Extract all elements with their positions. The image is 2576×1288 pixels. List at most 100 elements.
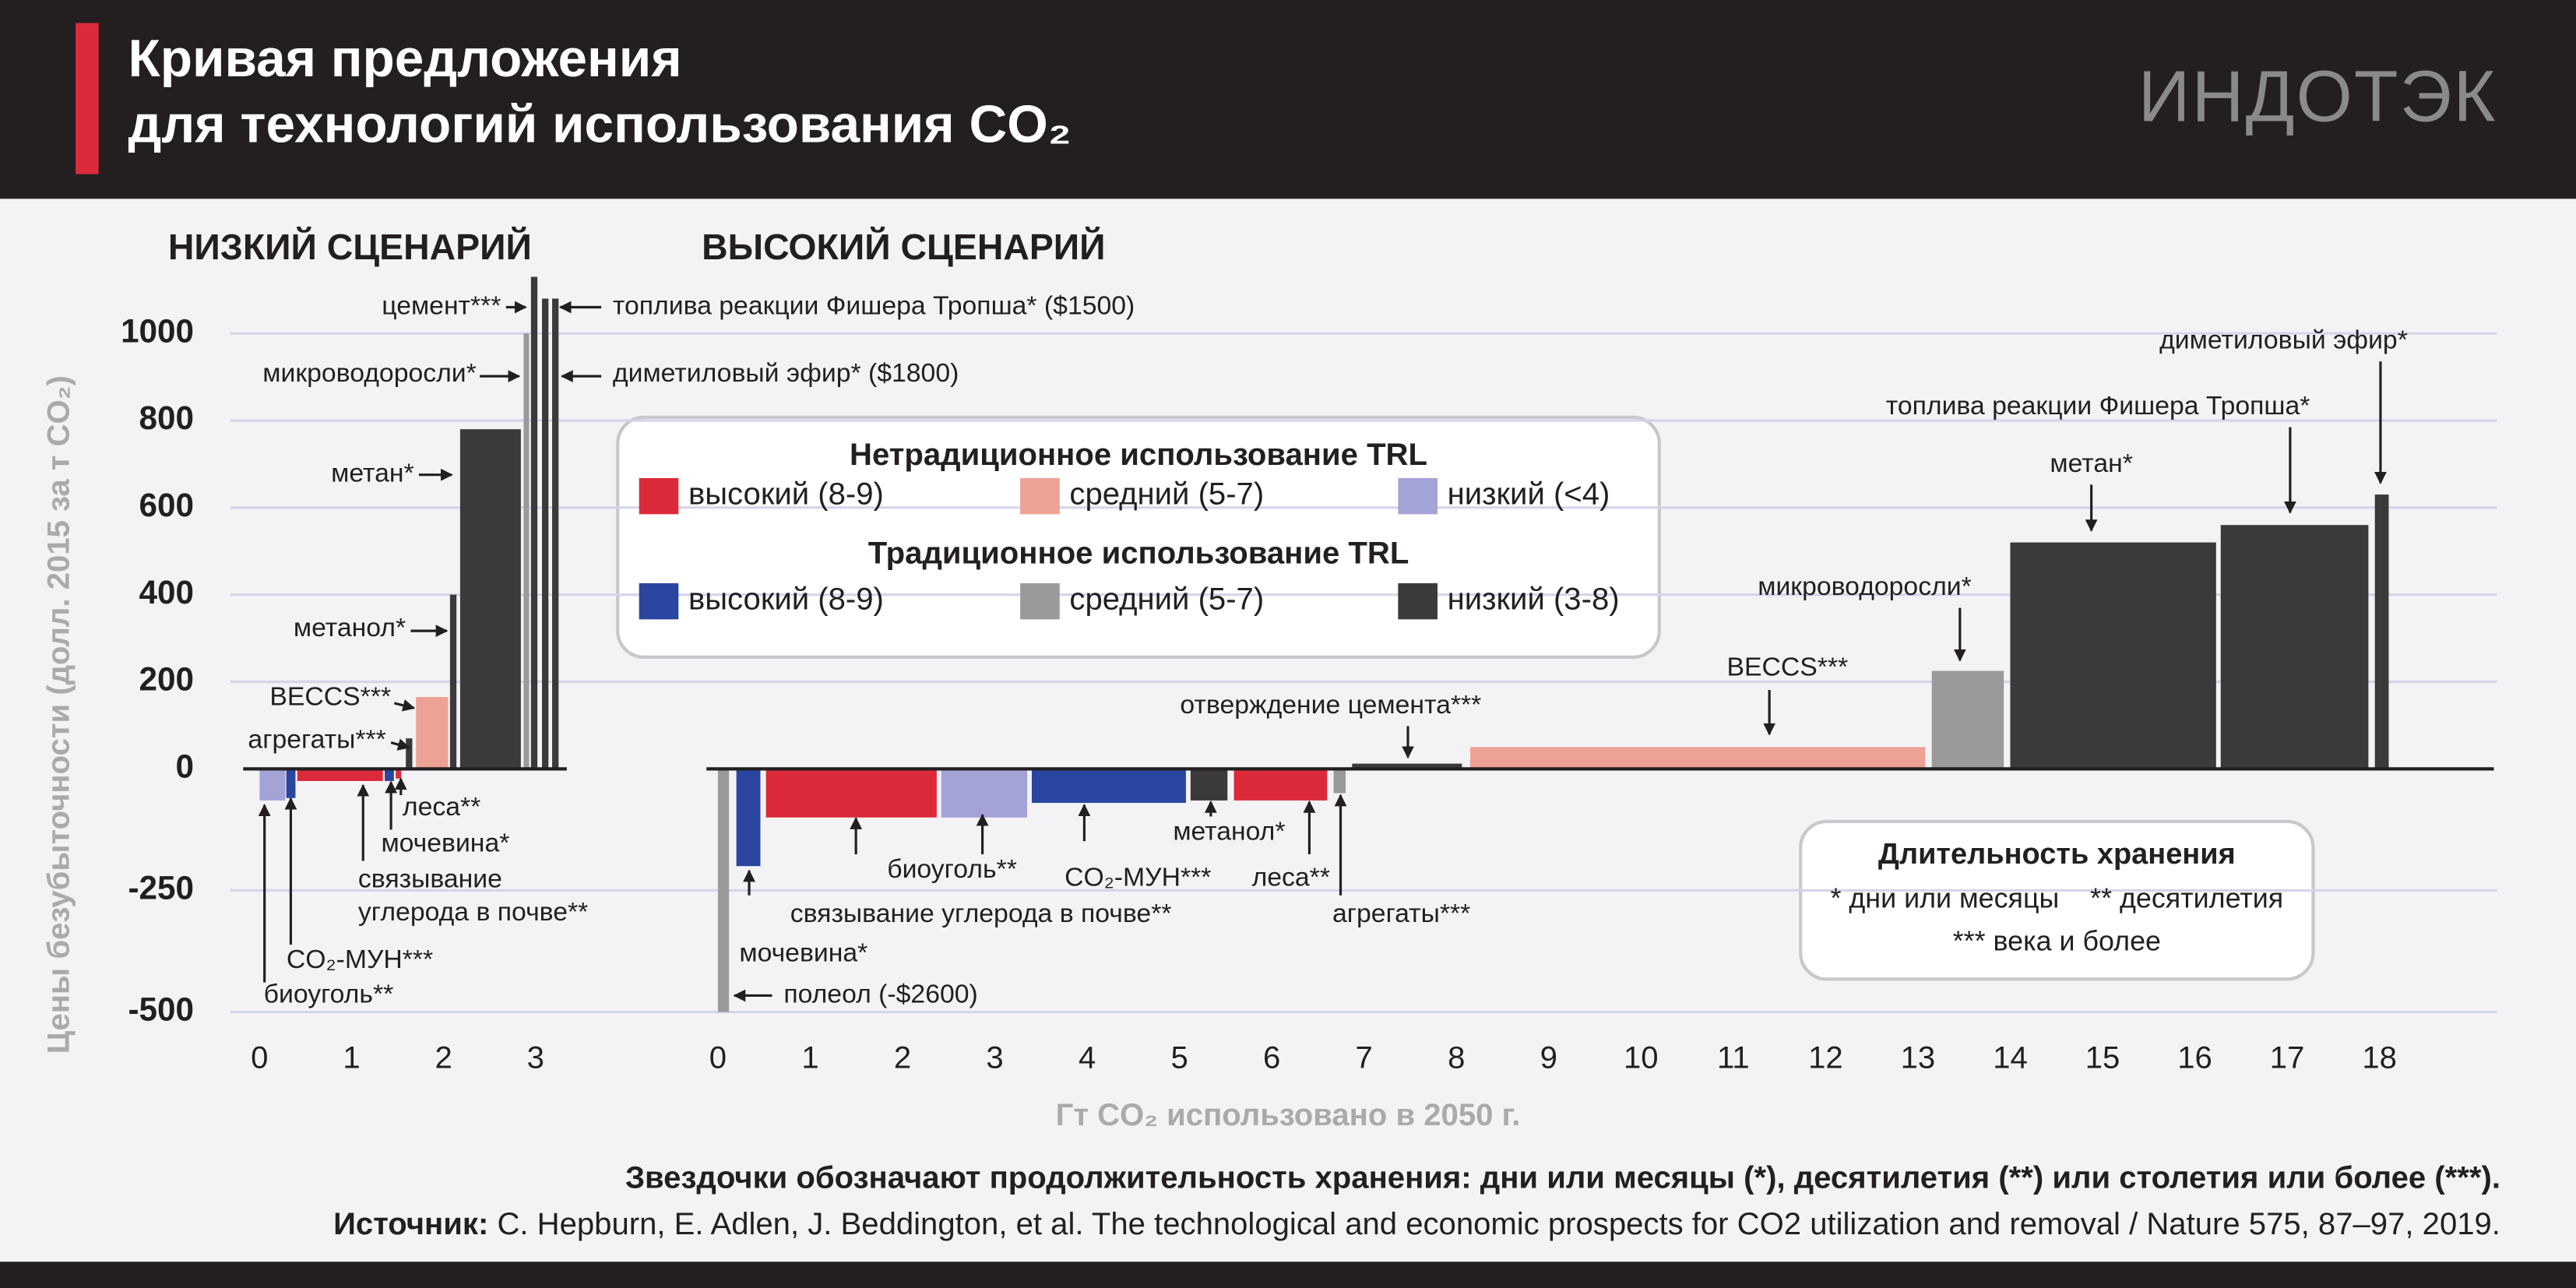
bar-annotation: метанол* <box>1173 817 1285 846</box>
annotation-arrow <box>390 738 410 751</box>
bar-annotation: метанол* <box>294 613 406 642</box>
y-tick-label: -500 <box>128 991 194 1028</box>
bar-annotation: полеол (-$2600) <box>783 979 977 1008</box>
bar <box>717 769 730 1012</box>
y-tick-label: 200 <box>139 661 194 698</box>
bar-annotation: отверждение цемента*** <box>1180 690 1481 720</box>
x-tick-label: 14 <box>1993 1040 2028 1075</box>
bar-annotation: BECCS*** <box>269 682 391 712</box>
y-tick-label: 600 <box>139 487 194 523</box>
legend-swatch <box>639 582 679 620</box>
bar <box>2220 525 2369 769</box>
bar <box>552 298 559 769</box>
title-line: для технологий использования CO₂ <box>128 95 1072 153</box>
legend-label: высокий (8-9) <box>688 477 884 512</box>
bar-annotation: диметиловый эфир* <box>2159 326 2408 355</box>
bar <box>396 769 402 779</box>
bar <box>259 769 286 801</box>
y-tick-label: 0 <box>175 748 193 784</box>
annotation-arrow <box>393 699 416 712</box>
storage-line: * дни или месяцы ** десятилетия <box>1830 883 2283 914</box>
chart-subtitle: ВЫСОКИЙ СЦЕНАРИЙ <box>702 227 1105 267</box>
bar-annotation: метан* <box>2050 449 2132 478</box>
bar-annotation: биоуголь** <box>887 854 1017 884</box>
bar <box>297 769 383 781</box>
x-tick-label: 10 <box>1624 1040 1659 1075</box>
footnote: Звездочки обозначают продолжительность х… <box>625 1160 2500 1195</box>
y-tick-label: -250 <box>128 870 194 906</box>
header-accent <box>76 23 99 174</box>
x-tick-label: 17 <box>2270 1040 2305 1075</box>
bar-annotation: метан* <box>331 459 413 488</box>
header-bar <box>0 0 2576 199</box>
bar-annotation: BECCS*** <box>1727 653 1849 682</box>
bar <box>416 697 449 769</box>
bar-annotation: леса** <box>1252 863 1330 892</box>
y-axis-label: Цены безубыточности (долл. 2015 за т CO₂… <box>42 375 76 1054</box>
bar-annotation: связывание <box>358 864 502 894</box>
x-tick-label: 13 <box>1901 1040 1936 1075</box>
legend-label: низкий (3-8) <box>1448 582 1620 617</box>
bar-annotation: диметиловый эфир* ($1800) <box>613 358 959 388</box>
bar <box>765 769 937 818</box>
source: Источник: C. Hepburn, E. Adlen, J. Beddi… <box>333 1206 2500 1240</box>
legend-label: высокий (8-9) <box>688 582 884 617</box>
bar-annotation: связывание углерода в почве** <box>790 899 1172 928</box>
chart-subtitle: НИЗКИЙ СЦЕНАРИЙ <box>168 227 532 267</box>
footer-bar <box>0 1262 2576 1288</box>
x-tick-label: 4 <box>1079 1040 1096 1075</box>
legend-swatch <box>639 477 679 515</box>
legend-title: Нетрадиционное использование TRL <box>850 438 1427 472</box>
bar <box>459 429 521 769</box>
x-tick-label: 7 <box>1356 1040 1373 1075</box>
bar-annotation: топлива реакции Фишера Тропша* <box>1886 391 2310 421</box>
bar <box>1333 769 1346 794</box>
storage-line: *** века и более <box>1953 925 2161 956</box>
legend-swatch <box>1020 582 1060 620</box>
bar <box>1470 747 1926 769</box>
x-tick-label: 2 <box>894 1040 911 1075</box>
x-tick-label: 0 <box>709 1040 727 1075</box>
bar-annotation: микроводоросли* <box>1758 572 1972 601</box>
x-tick-label: 16 <box>2177 1040 2212 1075</box>
x-tick-label: 15 <box>2085 1040 2120 1075</box>
bar <box>1352 763 1462 769</box>
legend-label: низкий (<4) <box>1448 477 1610 512</box>
legend-swatch <box>1020 477 1060 515</box>
title-line: Кривая предложения <box>128 30 682 88</box>
storage-title: Длительность хранения <box>1878 838 2236 871</box>
x-tick-label: 12 <box>1808 1040 1843 1075</box>
x-tick-label: 1 <box>343 1040 360 1075</box>
bar <box>385 769 394 781</box>
bar <box>1931 670 2004 769</box>
bar <box>1233 769 1328 801</box>
bar-annotation: CO₂-МУН*** <box>287 945 433 974</box>
bar <box>941 769 1028 818</box>
y-tick-label: 400 <box>139 574 194 611</box>
bar-annotation: леса** <box>403 792 480 822</box>
bar-annotation: CO₂-МУН*** <box>1065 863 1211 892</box>
x-tick-label: 9 <box>1540 1040 1557 1075</box>
x-tick-label: 5 <box>1170 1040 1188 1075</box>
x-tick-label: 18 <box>2362 1040 2397 1075</box>
x-tick-label: 2 <box>435 1040 452 1075</box>
bar <box>2374 494 2389 769</box>
legend-label: средний (5-7) <box>1069 477 1264 512</box>
bar-annotation: топлива реакции Фишера Тропша* ($1500) <box>613 290 1135 320</box>
bar <box>1031 769 1186 804</box>
bar-annotation: микроводоросли* <box>262 358 477 388</box>
x-axis-label: Гт CO₂ использовано в 2050 г. <box>1056 1098 1521 1132</box>
x-tick-label: 3 <box>986 1040 1003 1075</box>
bar <box>736 769 761 867</box>
y-tick-label: 800 <box>139 399 194 436</box>
legend-label: средний (5-7) <box>1069 582 1264 617</box>
x-tick-label: 8 <box>1448 1040 1465 1075</box>
bar <box>449 594 457 769</box>
source-label: Источник: <box>333 1206 488 1240</box>
x-tick-label: 6 <box>1263 1040 1280 1075</box>
bar <box>406 738 413 769</box>
x-tick-label: 1 <box>801 1040 818 1075</box>
x-tick-label: 11 <box>1717 1040 1750 1075</box>
storage-box <box>1799 819 2315 981</box>
